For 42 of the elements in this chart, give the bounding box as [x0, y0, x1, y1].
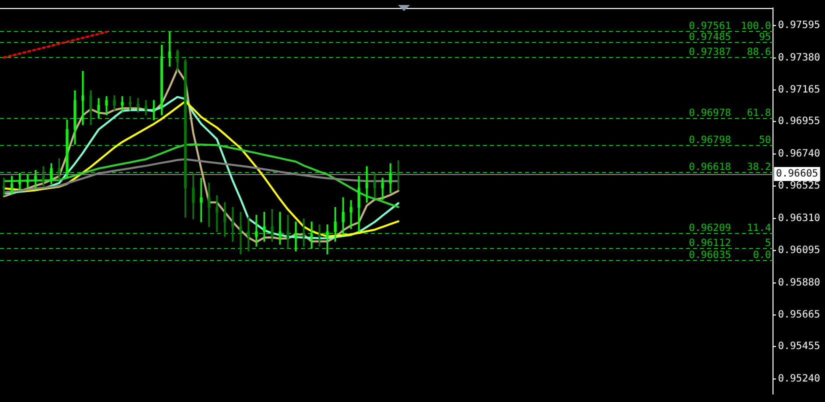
- y-tick-label: 0.95665: [778, 310, 820, 321]
- annotation: 88.6: [746, 47, 771, 58]
- y-tick-label: 0.96310: [778, 212, 820, 224]
- candlestick: [2, 178, 6, 196]
- y-tick-label: 0.97380: [778, 52, 820, 64]
- annotation: 0.97561: [688, 21, 731, 32]
- annotation: 0.96618: [688, 162, 731, 173]
- y-tick-label: 0.95455: [778, 341, 820, 352]
- annotation: 0.96035: [688, 250, 731, 261]
- annotation: 0.97387: [688, 47, 731, 58]
- candlestick: [350, 200, 352, 230]
- candlestick: [136, 98, 140, 112]
- candlestick: [381, 178, 384, 200]
- y-tick-label: 0.97595: [778, 20, 820, 32]
- candlestick: [239, 212, 242, 254]
- y-tick-label: 0.97165: [778, 84, 820, 96]
- annotation: 95: [758, 32, 771, 43]
- y-tick-label: 0.95240: [778, 373, 820, 384]
- annotation: 0.97485: [688, 32, 731, 43]
- annotation: 100.0: [740, 21, 771, 32]
- annotation: 0.96798: [688, 135, 731, 146]
- annotation: 50: [758, 135, 771, 146]
- y-tick-label: 0.96525: [778, 180, 820, 192]
- ref-line-label: 0.96605: [776, 168, 818, 180]
- candlestick: [278, 212, 282, 245]
- annotation: 0.96112: [688, 238, 731, 249]
- y-tick-label: 0.96740: [778, 148, 820, 160]
- candlestick: [208, 182, 210, 228]
- annotation: 0.96209: [688, 223, 731, 234]
- annotation: 0.96978: [688, 108, 731, 119]
- y-tick-label: 0.95880: [778, 277, 820, 288]
- candlestick: [247, 216, 250, 252]
- annotation: 61.8: [746, 108, 771, 119]
- y-tick-label: 0.96095: [778, 245, 820, 256]
- annotation: 5: [764, 238, 771, 249]
- y-tick-label: 0.96955: [778, 116, 820, 128]
- candlestick: [310, 222, 313, 249]
- line-series: [2, 30, 108, 59]
- candlestick: [318, 224, 321, 247]
- annotation: 11.4: [746, 223, 771, 234]
- annotation: 0.0: [752, 250, 771, 261]
- annotation: 38.2: [746, 162, 771, 173]
